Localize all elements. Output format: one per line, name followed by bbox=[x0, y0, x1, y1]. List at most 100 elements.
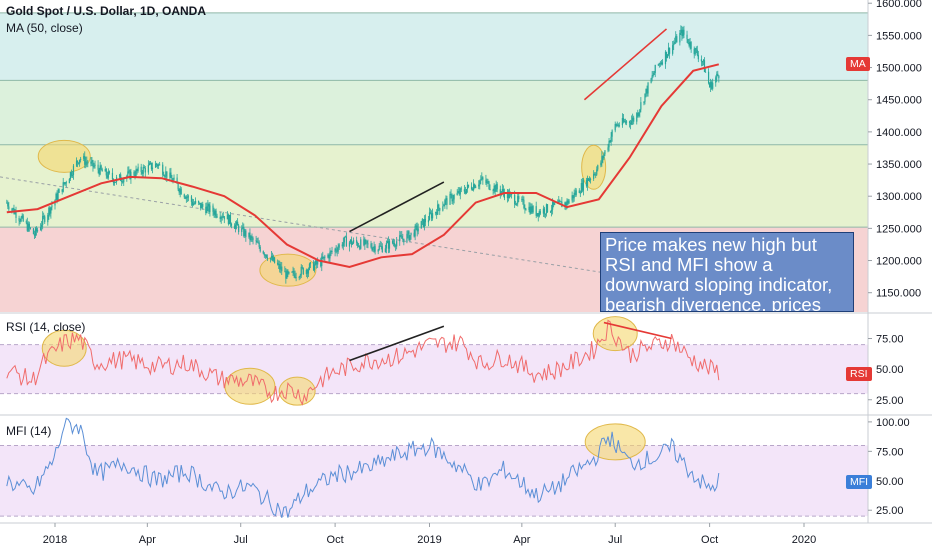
candle-body bbox=[230, 223, 233, 226]
price-candle bbox=[517, 192, 519, 207]
price-candle bbox=[617, 123, 619, 128]
price-candle bbox=[488, 180, 490, 190]
candle-body bbox=[234, 224, 237, 229]
price-candle bbox=[716, 71, 718, 82]
candle-body bbox=[173, 177, 175, 180]
price-candle bbox=[664, 50, 667, 69]
candle-body bbox=[652, 75, 654, 77]
candle-body bbox=[607, 147, 609, 151]
price-candle bbox=[357, 241, 359, 249]
candle-body bbox=[212, 205, 214, 212]
candle-body bbox=[357, 242, 359, 247]
price-candle bbox=[230, 222, 233, 229]
candle-body bbox=[690, 42, 692, 49]
candle-body bbox=[94, 164, 96, 167]
price-candle bbox=[55, 192, 57, 201]
price-candle bbox=[155, 162, 158, 168]
annotation-note[interactable]: Price makes new high but RSI and MFI sho… bbox=[600, 232, 854, 312]
candle-body bbox=[651, 75, 653, 79]
price-candle bbox=[602, 155, 604, 164]
candle-body bbox=[61, 189, 63, 192]
candle-body bbox=[494, 185, 496, 192]
price-candle bbox=[646, 85, 648, 97]
candle-body bbox=[119, 174, 121, 178]
price-candle bbox=[201, 202, 203, 209]
price-candle bbox=[660, 60, 662, 66]
candle-body bbox=[573, 192, 575, 199]
candle-body bbox=[149, 162, 152, 164]
price-candle bbox=[458, 186, 460, 196]
candle-body bbox=[79, 159, 81, 164]
oscillator-band bbox=[0, 344, 868, 394]
price-candle bbox=[255, 235, 257, 245]
price-candle bbox=[149, 161, 152, 165]
candle-body bbox=[113, 182, 116, 184]
candle-body bbox=[521, 199, 523, 201]
candle-body bbox=[328, 254, 330, 259]
price-candle bbox=[402, 233, 404, 243]
candle-body bbox=[516, 203, 518, 205]
candle-body bbox=[18, 217, 20, 221]
candle-body bbox=[493, 185, 495, 191]
price-candle bbox=[36, 227, 39, 233]
time-axis-label: 2018 bbox=[43, 534, 67, 546]
candle-body bbox=[665, 51, 668, 58]
price-candle bbox=[676, 34, 678, 43]
candle-body bbox=[470, 186, 473, 190]
price-candle bbox=[179, 185, 181, 198]
price-candle bbox=[344, 235, 346, 238]
price-candle bbox=[151, 162, 154, 174]
candle-body bbox=[298, 276, 300, 278]
price-candle bbox=[391, 239, 394, 245]
candle-body bbox=[431, 213, 434, 219]
candle-body bbox=[148, 163, 150, 165]
candle-body bbox=[718, 75, 720, 79]
candle-body bbox=[459, 188, 461, 195]
candle-body bbox=[21, 215, 23, 218]
candle-body bbox=[179, 188, 181, 193]
candle-body bbox=[643, 101, 645, 103]
price-candle bbox=[597, 164, 599, 172]
candle-body bbox=[341, 244, 343, 247]
price-candle bbox=[661, 59, 664, 66]
price-candle bbox=[693, 46, 695, 59]
price-candle bbox=[90, 157, 92, 167]
candle-body bbox=[359, 246, 361, 249]
price-candle bbox=[228, 214, 231, 225]
candle-body bbox=[386, 241, 389, 244]
candle-body bbox=[286, 270, 288, 279]
candle-body bbox=[395, 245, 397, 247]
candle-body bbox=[366, 240, 368, 244]
price-candle bbox=[394, 239, 396, 248]
divergence-line-red bbox=[583, 28, 668, 101]
candle-body bbox=[33, 234, 36, 236]
price-zone bbox=[0, 12, 868, 81]
candle-body bbox=[679, 32, 681, 43]
price-candle bbox=[140, 163, 142, 175]
price-candle bbox=[666, 54, 669, 59]
candle-body bbox=[680, 29, 682, 33]
price-candle bbox=[471, 187, 474, 191]
price-candle bbox=[554, 202, 556, 206]
price-candle bbox=[243, 223, 245, 238]
candle-body bbox=[377, 249, 379, 252]
candle-body bbox=[625, 121, 628, 123]
candle-body bbox=[587, 178, 590, 181]
price-candle bbox=[272, 254, 275, 262]
candle-body bbox=[552, 202, 554, 210]
price-candle bbox=[538, 209, 540, 218]
candle-body bbox=[170, 172, 172, 179]
candle-body bbox=[265, 254, 267, 258]
candle-body bbox=[41, 224, 43, 227]
price-candle bbox=[385, 240, 388, 254]
candle-body bbox=[259, 246, 261, 252]
price-candle bbox=[343, 236, 345, 247]
candle-body bbox=[402, 238, 404, 240]
price-candle bbox=[199, 202, 201, 205]
candle-body bbox=[458, 191, 460, 195]
candle-body bbox=[180, 188, 182, 195]
price-candle bbox=[334, 247, 336, 257]
price-candle bbox=[446, 195, 448, 210]
candle-body bbox=[72, 165, 75, 175]
price-candle bbox=[101, 167, 103, 172]
